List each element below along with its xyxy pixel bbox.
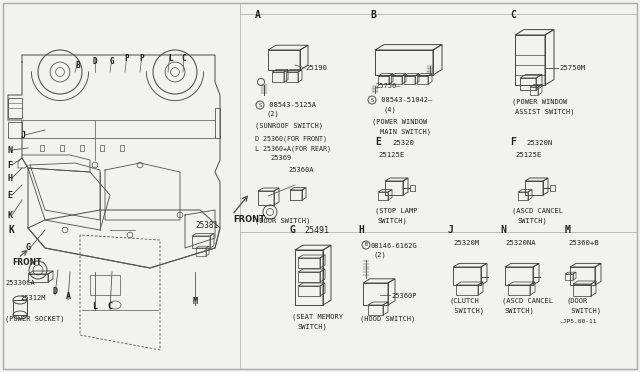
Text: 25360+B: 25360+B	[568, 240, 598, 246]
Text: S: S	[259, 103, 261, 108]
Text: (CLUTCH: (CLUTCH	[450, 297, 480, 304]
Text: G: G	[26, 244, 31, 253]
Text: 25312M: 25312M	[20, 295, 45, 301]
Text: (POWER WINDOW: (POWER WINDOW	[512, 98, 567, 105]
Text: 25320M: 25320M	[453, 240, 479, 246]
Text: G: G	[109, 57, 115, 66]
Text: (DOOR SWITCH): (DOOR SWITCH)	[255, 217, 310, 224]
Text: (SEAT MEMORY: (SEAT MEMORY	[292, 313, 343, 320]
Bar	[215, 108, 220, 138]
Text: 25320: 25320	[392, 140, 414, 146]
Text: (DOOR: (DOOR	[567, 297, 588, 304]
Text: SWITCH): SWITCH)	[450, 307, 484, 314]
Text: FRONT: FRONT	[233, 215, 265, 224]
Text: S: S	[371, 97, 373, 103]
Text: P: P	[125, 54, 129, 63]
Text: L: L	[93, 302, 97, 311]
Text: 08543-51042—: 08543-51042—	[377, 97, 432, 103]
Text: P: P	[140, 54, 144, 63]
Text: J: J	[448, 225, 454, 235]
Text: 25360P: 25360P	[391, 293, 417, 299]
Text: B: B	[370, 10, 376, 20]
Text: (2): (2)	[374, 252, 387, 259]
Text: E: E	[8, 190, 13, 199]
Text: 25750—: 25750—	[375, 83, 401, 89]
Text: .JP5.00-11: .JP5.00-11	[560, 319, 598, 324]
Text: (2): (2)	[267, 110, 280, 116]
Text: SWITCH): SWITCH)	[378, 217, 408, 224]
Bar	[90, 275, 120, 295]
Text: B: B	[76, 61, 80, 70]
Text: H: H	[8, 173, 13, 183]
Text: K: K	[8, 211, 13, 219]
Text: G: G	[290, 225, 296, 235]
Text: 08543-5125A: 08543-5125A	[265, 102, 316, 108]
Text: 08146-6162G: 08146-6162G	[371, 243, 418, 249]
Text: (ASCD CANCEL: (ASCD CANCEL	[502, 297, 553, 304]
Bar	[8, 122, 22, 138]
Text: FRONT: FRONT	[12, 258, 42, 267]
Text: (POWER WINDOW: (POWER WINDOW	[372, 118, 428, 125]
Text: F: F	[8, 160, 13, 170]
Text: A: A	[65, 292, 70, 301]
Text: 25491: 25491	[304, 226, 329, 235]
Text: 25750M: 25750M	[559, 65, 585, 71]
Text: 25360A: 25360A	[288, 167, 314, 173]
Text: L 25360+A(FOR REAR): L 25360+A(FOR REAR)	[255, 145, 331, 151]
Text: SWITCH): SWITCH)	[505, 307, 535, 314]
Text: (STOP LAMP: (STOP LAMP	[375, 207, 417, 214]
Text: SWITCH): SWITCH)	[518, 217, 548, 224]
Text: H: H	[358, 225, 364, 235]
Bar	[120, 145, 124, 151]
Text: (SUNROOF SWITCH): (SUNROOF SWITCH)	[255, 122, 323, 128]
Text: 25330CA: 25330CA	[5, 280, 35, 286]
Text: (HOOD SWITCH): (HOOD SWITCH)	[360, 315, 415, 321]
Bar	[60, 145, 64, 151]
Text: B: B	[365, 243, 367, 247]
Text: F: F	[510, 137, 516, 147]
Text: 25320N: 25320N	[526, 140, 552, 146]
Bar	[40, 145, 44, 151]
Bar	[13, 300, 27, 315]
Text: N: N	[500, 225, 506, 235]
Text: D: D	[93, 57, 97, 66]
Bar	[100, 145, 104, 151]
Text: SWITCH): SWITCH)	[567, 307, 601, 314]
Text: MAIN SWITCH): MAIN SWITCH)	[380, 128, 431, 135]
Text: N: N	[8, 145, 13, 154]
Text: C: C	[510, 10, 516, 20]
Text: 25369: 25369	[270, 155, 291, 161]
Text: M: M	[565, 225, 571, 235]
Text: 25381: 25381	[195, 221, 218, 230]
Bar	[8, 98, 22, 118]
Text: (POWER SOCKET): (POWER SOCKET)	[5, 315, 65, 321]
Bar	[80, 145, 84, 151]
Text: ASSIST SWITCH): ASSIST SWITCH)	[515, 108, 575, 115]
Bar	[410, 185, 415, 191]
Text: C: C	[108, 302, 113, 311]
Text: A: A	[255, 10, 261, 20]
Text: D 25360(FOR FRONT): D 25360(FOR FRONT)	[255, 135, 327, 141]
Text: E: E	[375, 137, 381, 147]
Bar	[550, 185, 555, 191]
Text: 25125E: 25125E	[378, 152, 404, 158]
Text: (ASCD CANCEL: (ASCD CANCEL	[512, 207, 563, 214]
Text: 25190: 25190	[305, 65, 327, 71]
Text: K: K	[8, 225, 14, 235]
Text: 25320NA: 25320NA	[505, 240, 536, 246]
Text: D: D	[52, 287, 58, 296]
Text: L: L	[168, 54, 172, 63]
Text: C: C	[182, 54, 186, 63]
Text: SWITCH): SWITCH)	[298, 323, 328, 330]
Text: 25125E: 25125E	[515, 152, 541, 158]
Text: (4): (4)	[384, 106, 397, 112]
Text: J: J	[20, 131, 26, 140]
Text: M: M	[193, 297, 198, 306]
